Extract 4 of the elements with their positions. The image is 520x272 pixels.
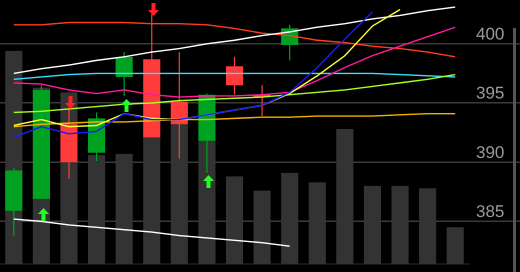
y-tick-label: 395 (476, 84, 504, 103)
y-tick-label: 385 (476, 202, 504, 222)
y-tick-label: 390 (476, 142, 504, 162)
y-tick-label: 400 (476, 24, 504, 44)
